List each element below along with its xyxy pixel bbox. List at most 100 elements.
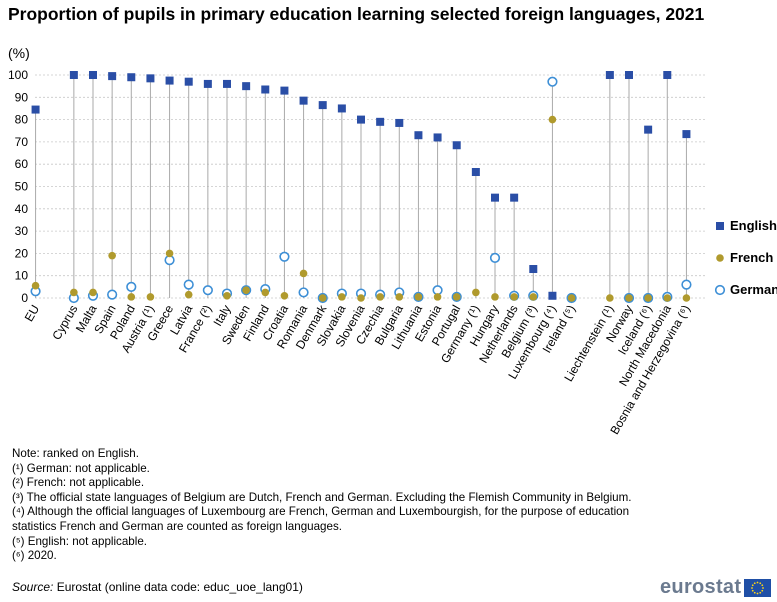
french-point (548, 115, 557, 124)
english-point (127, 73, 136, 82)
french-point (299, 269, 308, 278)
logo-text: eurostat (660, 576, 742, 598)
legend-label-german: German (730, 282, 777, 297)
french-point (414, 293, 423, 301)
french-point (165, 249, 174, 258)
flag-star (759, 581, 762, 584)
eu-flag-icon (744, 578, 772, 597)
y-tick-label: 80 (15, 113, 29, 127)
english-point (605, 71, 614, 79)
french-point (452, 293, 461, 301)
french-point (625, 294, 633, 302)
french-point (663, 294, 672, 302)
english-point (491, 193, 499, 202)
german-point (547, 76, 558, 87)
y-tick-label: 20 (15, 246, 29, 260)
french-point (395, 293, 404, 301)
english-point (223, 79, 231, 88)
english-point (337, 104, 346, 113)
english-point (146, 74, 155, 83)
chart-title: Proportion of pupils in primary educatio… (8, 4, 705, 24)
french-point (338, 293, 346, 301)
english-point (471, 168, 480, 177)
data-marks (30, 71, 692, 304)
french-point (280, 291, 289, 300)
y-tick-label: 60 (15, 157, 29, 171)
legend: English French German (714, 218, 777, 297)
english-point (548, 291, 557, 300)
y-axis-unit: (%) (8, 45, 30, 61)
english-point (663, 71, 672, 79)
source-label: Source: (12, 580, 54, 594)
source: Source: Eurostat (online data code: educ… (12, 580, 303, 594)
english-point (625, 71, 633, 79)
flag-star (756, 592, 759, 594)
french-point (70, 288, 78, 297)
legend-label-english: English (730, 218, 777, 233)
x-tick-label: EU (22, 303, 42, 324)
flag-star (752, 589, 754, 592)
english-point (31, 105, 40, 114)
german-point (681, 279, 692, 290)
german-point (489, 252, 501, 263)
note-4: (⁴) Although the official languages of L… (12, 505, 630, 533)
german-point (298, 287, 309, 298)
english-point (261, 85, 270, 94)
chart: 0 10 20 30 40 50 60 70 80 90 100 EU CyprusMaltaSpai… (8, 68, 777, 437)
french-point (491, 293, 499, 301)
source-text: Eurostat (online data code: educ_uoe_lan… (53, 580, 303, 594)
english-point (414, 131, 423, 140)
legend-marker-french (716, 254, 724, 262)
note-ranked: Note: ranked on English. (12, 447, 139, 460)
english-point (299, 96, 308, 105)
grid (35, 74, 705, 299)
french-point (223, 291, 231, 300)
english-point (108, 72, 117, 81)
french-point (529, 293, 538, 301)
french-point (567, 294, 576, 302)
y-tick-label: 40 (15, 202, 29, 216)
y-tick-label: 100 (8, 68, 28, 82)
german-point (279, 251, 290, 262)
note-2: (²) French: not applicable. (12, 476, 145, 490)
french-point (242, 286, 250, 294)
english-point (69, 71, 78, 79)
french-point (318, 294, 327, 302)
y-tick-label: 90 (15, 90, 29, 104)
french-point (357, 294, 365, 302)
y-tick-label: 70 (15, 135, 29, 149)
flag-star (759, 591, 762, 594)
stems (35, 75, 687, 298)
french-point (644, 294, 652, 302)
english-point (682, 130, 691, 139)
english-point (357, 115, 365, 124)
french-point (433, 293, 442, 301)
english-point (433, 133, 442, 142)
flag-star (751, 586, 754, 589)
german-point (202, 285, 213, 296)
y-tick-label: 30 (15, 224, 29, 238)
y-axis-ticks: 0 10 20 30 40 50 60 70 80 90 100 (8, 68, 28, 305)
french-point (472, 288, 480, 297)
french-point (184, 290, 193, 299)
french-point (31, 281, 40, 290)
flag-star (761, 583, 764, 586)
german-point (183, 279, 194, 290)
flag-star (752, 583, 754, 586)
french-point (510, 293, 518, 301)
english-point (165, 76, 174, 85)
french-point (146, 293, 155, 301)
french-point (682, 294, 691, 302)
english-point (452, 141, 461, 150)
english-point (644, 125, 653, 134)
english-point (280, 86, 289, 95)
english-point (89, 71, 97, 79)
flag-star (762, 586, 765, 589)
french-point (89, 288, 97, 297)
german-point (107, 289, 118, 300)
german-point (126, 281, 137, 292)
y-tick-label: 10 (15, 269, 29, 283)
note-6: (⁶) 2020. (12, 549, 57, 563)
note-5: (⁵) English: not applicable. (12, 534, 147, 548)
